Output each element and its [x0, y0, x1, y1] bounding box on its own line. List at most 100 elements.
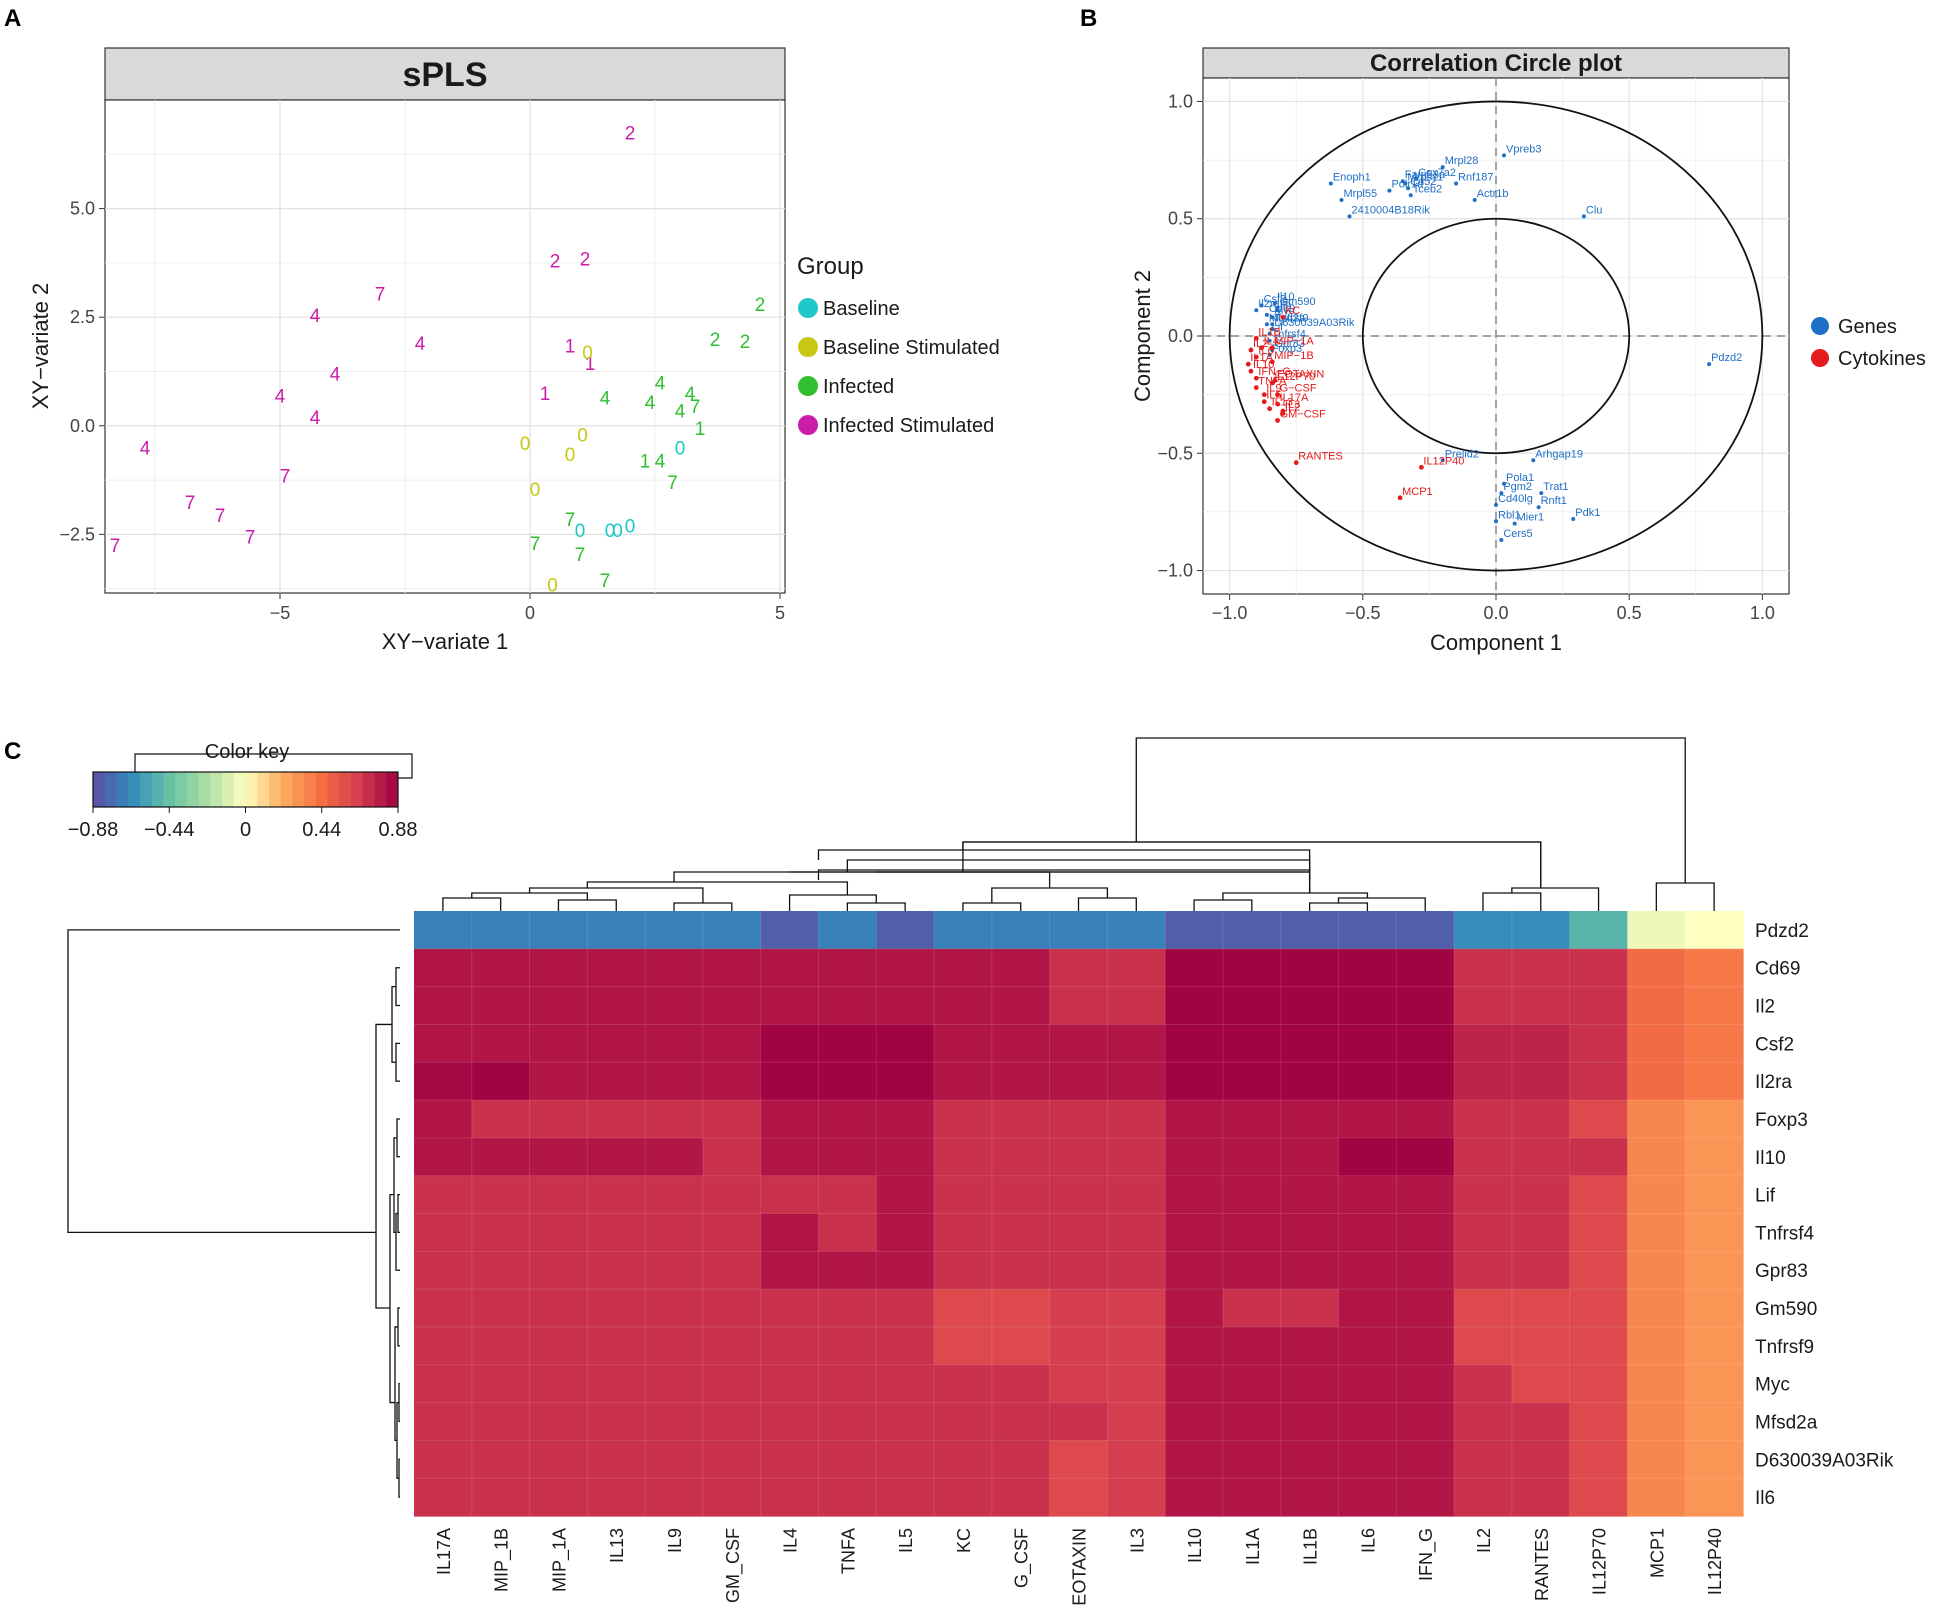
spls-point: 2 [740, 332, 751, 353]
heatmap-cell [1107, 911, 1166, 950]
heatmap-cell [991, 948, 1051, 988]
spls-point: 1 [695, 419, 706, 440]
heatmap-cell [818, 948, 877, 988]
heatmap-cell [1627, 1175, 1686, 1215]
spls-point: 7 [185, 493, 196, 514]
heatmap-cell [587, 1100, 646, 1139]
ccp-cytokine-label: MIP−1B [1274, 350, 1313, 362]
heatmap-cell [529, 1289, 588, 1328]
heatmap-cell [760, 1326, 820, 1366]
color-key-swatch [292, 772, 305, 807]
heatmap-cell [645, 1100, 704, 1139]
heatmap-cell [1338, 948, 1397, 988]
ccp-cytokine-label: KC [1285, 305, 1300, 317]
heatmap-cell [529, 1062, 588, 1101]
heatmap-cell [1627, 1289, 1686, 1328]
heatmap-cell [760, 1251, 820, 1290]
ccp-gene-label: Cox7a2 [1418, 167, 1456, 179]
heatmap-cell [645, 1062, 704, 1101]
ccp-cytokine-label: IL5 [1266, 390, 1281, 402]
ccp-cytokine-label: IFN−G [1258, 366, 1291, 378]
spls-point: 0 [625, 517, 636, 538]
heatmap-cell [529, 1024, 588, 1063]
ccp-gene-label: Vpreb3 [1506, 143, 1541, 155]
heatmap-cell [991, 986, 1051, 1026]
spls-point: 2 [755, 295, 766, 316]
heatmap-row-label: Gm590 [1755, 1299, 1817, 1320]
heatmap-cell [934, 1213, 993, 1252]
heatmap-cell [760, 948, 820, 988]
ccp-cytokine-point [1293, 460, 1299, 466]
heatmap-cell [1627, 1213, 1686, 1252]
heatmap-cell [529, 1364, 588, 1404]
heatmap-cell [934, 1251, 993, 1290]
heatmap-cell [1685, 1137, 1744, 1177]
heatmap-cell [1338, 1137, 1397, 1177]
heatmap-cell [991, 1326, 1051, 1366]
ccp-cytokine-label: IL12P70 [1274, 371, 1315, 383]
ccp-gene-label: Il10 [1277, 291, 1295, 303]
heatmap-cell [414, 1213, 473, 1252]
column-dendrogram-branch [846, 902, 906, 911]
heatmap-cell [1454, 948, 1513, 988]
heatmap-cell [1107, 948, 1166, 988]
ccp-gene-point [1494, 502, 1498, 507]
heatmap-cell [1338, 1024, 1397, 1063]
ccp-cytokine-point [1269, 359, 1275, 365]
heatmap-cell [587, 1213, 646, 1252]
heatmap-cell [1685, 1251, 1744, 1290]
heatmap-cell [587, 1137, 646, 1177]
ccp-gene-point [1539, 491, 1544, 496]
color-key-swatch [304, 772, 317, 807]
row-dendrogram-branch [375, 1023, 392, 1309]
heatmap-cell [1280, 1440, 1340, 1479]
heatmap-cell [934, 1440, 993, 1479]
heatmap-cell [1165, 1440, 1224, 1479]
heatmap-cell [529, 1100, 588, 1139]
heatmap-cell [876, 1326, 935, 1366]
heatmap-cell [1107, 1213, 1166, 1252]
heatmap-cell [1222, 948, 1282, 988]
ccp-legend-swatch [1811, 349, 1829, 367]
color-key-swatch [268, 772, 282, 807]
heatmap-cell [587, 1062, 646, 1101]
heatmap-cell [702, 1062, 762, 1101]
spls-legend: Group Baseline Baseline Stimulated Infecte… [797, 253, 1000, 437]
ccp-gene-label: Cd52 [1410, 176, 1436, 188]
heatmap-cell [1454, 986, 1513, 1026]
heatmap-cell [587, 1289, 646, 1328]
heatmap-cell [1454, 1478, 1513, 1517]
ccp-gene-point [1406, 186, 1411, 191]
heatmap-column-label: IL4 [781, 1528, 801, 1553]
heatmap-cell [702, 948, 762, 988]
heatmap-cell [1511, 1289, 1571, 1328]
ccp-x-tick-label: 1.0 [1750, 603, 1775, 623]
spls-point: 2 [550, 252, 561, 273]
heatmap-cell [587, 1478, 646, 1517]
heatmap-cell [1627, 1137, 1686, 1177]
color-key-swatch [315, 772, 329, 807]
row-dendrogram-branch [395, 967, 400, 1007]
heatmap-cell [1280, 1213, 1340, 1252]
heatmap-cell [645, 986, 704, 1026]
ccp-gene-point [1267, 331, 1272, 336]
column-dendrogram-branch [817, 849, 1311, 872]
heatmap-column-label: IFN_G [1416, 1528, 1437, 1581]
ccp-x-tick-label: −1.0 [1212, 603, 1248, 623]
heatmap-cell [934, 986, 993, 1026]
heatmap-cell [471, 986, 531, 1026]
heatmap-cell [1049, 1478, 1108, 1517]
heatmap-cell [934, 1402, 993, 1441]
heatmap-cell [818, 1402, 877, 1441]
heatmap-cell [1280, 1024, 1340, 1063]
ccp-cytokine-label: TNFA [1258, 376, 1287, 388]
ccp-gene-point [1264, 322, 1269, 327]
spls-x-tick-label: −5 [270, 603, 291, 623]
heatmap-cell [645, 1289, 704, 1328]
heatmap-cell [645, 1326, 704, 1366]
heatmap-cell [1454, 1175, 1513, 1215]
heatmap-cell [645, 911, 704, 950]
column-dendrogram-branch [442, 897, 502, 911]
heatmap-cell [934, 1024, 993, 1063]
spls-point: 0 [612, 521, 623, 542]
